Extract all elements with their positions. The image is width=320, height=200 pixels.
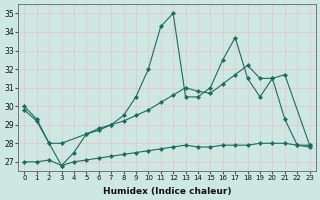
X-axis label: Humidex (Indice chaleur): Humidex (Indice chaleur) [103, 187, 231, 196]
